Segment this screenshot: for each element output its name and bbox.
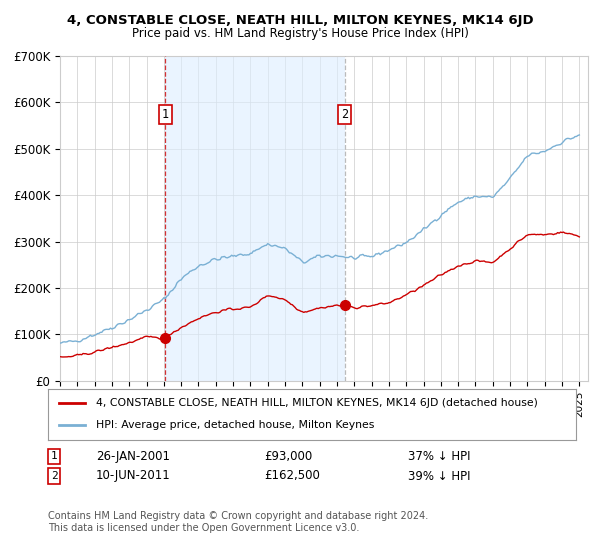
Text: 26-JAN-2001: 26-JAN-2001 — [96, 450, 170, 463]
Bar — [165, 56, 344, 381]
Text: 37% ↓ HPI: 37% ↓ HPI — [408, 450, 470, 463]
Text: 4, CONSTABLE CLOSE, NEATH HILL, MILTON KEYNES, MK14 6JD (detached house): 4, CONSTABLE CLOSE, NEATH HILL, MILTON K… — [95, 398, 538, 408]
Text: 2: 2 — [50, 471, 58, 481]
Text: 4, CONSTABLE CLOSE, NEATH HILL, MILTON KEYNES, MK14 6JD: 4, CONSTABLE CLOSE, NEATH HILL, MILTON K… — [67, 14, 533, 27]
Text: Contains HM Land Registry data © Crown copyright and database right 2024.
This d: Contains HM Land Registry data © Crown c… — [48, 511, 428, 533]
Text: £93,000: £93,000 — [264, 450, 312, 463]
Text: HPI: Average price, detached house, Milton Keynes: HPI: Average price, detached house, Milt… — [95, 421, 374, 431]
Text: 1: 1 — [50, 451, 58, 461]
Text: 39% ↓ HPI: 39% ↓ HPI — [408, 469, 470, 483]
Text: £162,500: £162,500 — [264, 469, 320, 483]
Text: Price paid vs. HM Land Registry's House Price Index (HPI): Price paid vs. HM Land Registry's House … — [131, 27, 469, 40]
Text: 10-JUN-2011: 10-JUN-2011 — [96, 469, 171, 483]
Text: 1: 1 — [161, 108, 169, 121]
Text: 2: 2 — [341, 108, 348, 121]
